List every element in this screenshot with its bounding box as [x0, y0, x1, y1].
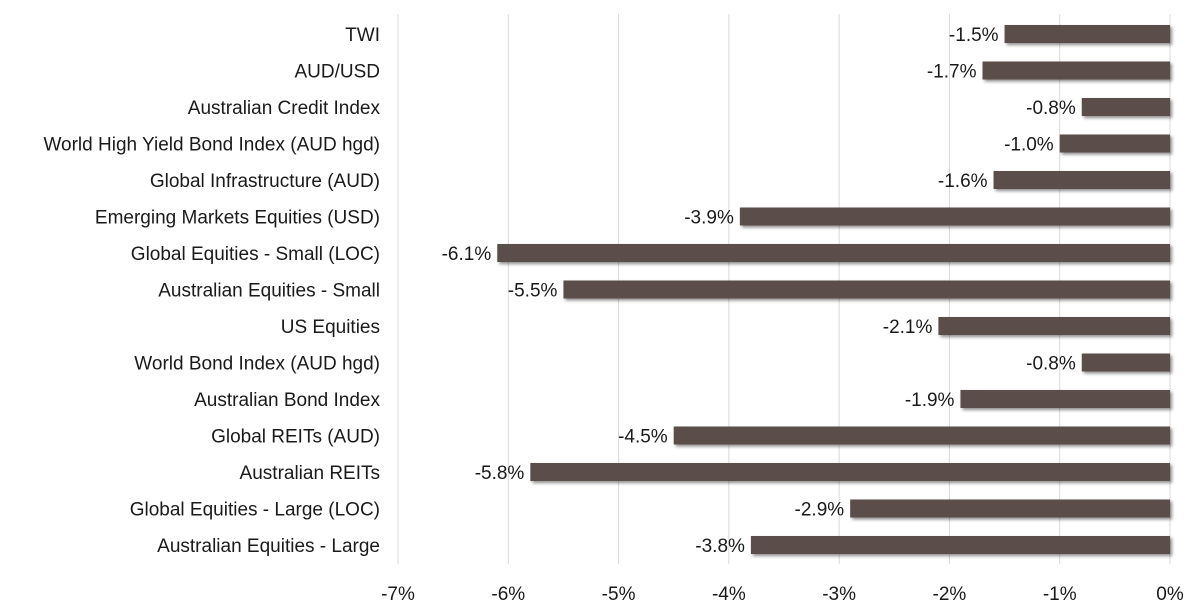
bar — [982, 61, 1170, 80]
data-label: -1.0% — [1004, 135, 1054, 156]
category-label: Australian Equities - Large — [157, 536, 380, 557]
x-tick-label: -2% — [933, 584, 967, 605]
data-label: -3.8% — [695, 536, 745, 557]
category-label: Global Equities - Large (LOC) — [130, 500, 380, 521]
category-label: Global REITs (AUD) — [211, 427, 380, 448]
data-label: -6.1% — [442, 244, 492, 265]
data-labels: -1.5% -1.7% -0.8% -1.0% -1.6% -3.9% -6.1% -5.5%… — [442, 25, 1076, 557]
bar — [530, 463, 1170, 481]
category-labels: TWI AUD/USD Australian Credit Index World H… — [43, 25, 380, 557]
x-tick-label: -1% — [1043, 584, 1077, 605]
bar — [497, 244, 1170, 262]
data-label: -5.8% — [475, 463, 525, 484]
bar — [563, 280, 1170, 299]
bar — [1059, 134, 1170, 153]
category-label: World Bond Index (AUD hgd) — [134, 354, 380, 375]
data-label: -3.9% — [684, 208, 734, 229]
bars — [497, 25, 1170, 554]
category-label: Global Infrastructure (AUD) — [150, 171, 380, 192]
category-label: Australian Equities - Small — [158, 281, 380, 302]
data-label: -1.9% — [905, 390, 955, 411]
bar — [673, 426, 1170, 445]
bar — [850, 499, 1170, 518]
data-label: -0.8% — [1026, 354, 1076, 375]
x-tick-label: -4% — [712, 584, 746, 605]
x-tick-label: -5% — [602, 584, 636, 605]
x-tick-label: -3% — [822, 584, 856, 605]
x-tick-label: -7% — [381, 584, 415, 605]
bar — [960, 390, 1170, 408]
bar — [1081, 98, 1170, 116]
category-label: TWI — [345, 25, 380, 46]
bar — [993, 171, 1170, 189]
bar — [938, 317, 1170, 335]
data-label: -1.6% — [938, 171, 988, 192]
category-label: Global Equities - Small (LOC) — [131, 244, 380, 265]
x-tick-label: -6% — [491, 584, 525, 605]
category-label: US Equities — [281, 317, 380, 338]
x-axis-tick-labels: -7% -6% -5% -4% -3% -2% -1% 0% — [381, 584, 1184, 605]
bar — [739, 207, 1170, 226]
data-label: -1.7% — [927, 62, 977, 83]
bar — [1081, 353, 1170, 372]
category-label: Australian Credit Index — [188, 98, 381, 119]
category-label: AUD/USD — [294, 62, 380, 83]
data-label: -1.5% — [949, 25, 999, 46]
category-label: Emerging Markets Equities (USD) — [95, 208, 380, 229]
category-label: Australian Bond Index — [194, 390, 380, 411]
bar — [1004, 25, 1170, 43]
data-label: -0.8% — [1026, 98, 1076, 119]
bar — [750, 536, 1170, 554]
data-label: -5.5% — [508, 281, 558, 302]
category-label: Australian REITs — [240, 463, 380, 484]
data-label: -2.1% — [883, 317, 933, 338]
x-tick-label: 0% — [1156, 584, 1184, 605]
category-label: World High Yield Bond Index (AUD hgd) — [43, 135, 380, 156]
data-label: -4.5% — [618, 427, 668, 448]
data-label: -2.9% — [795, 500, 845, 521]
